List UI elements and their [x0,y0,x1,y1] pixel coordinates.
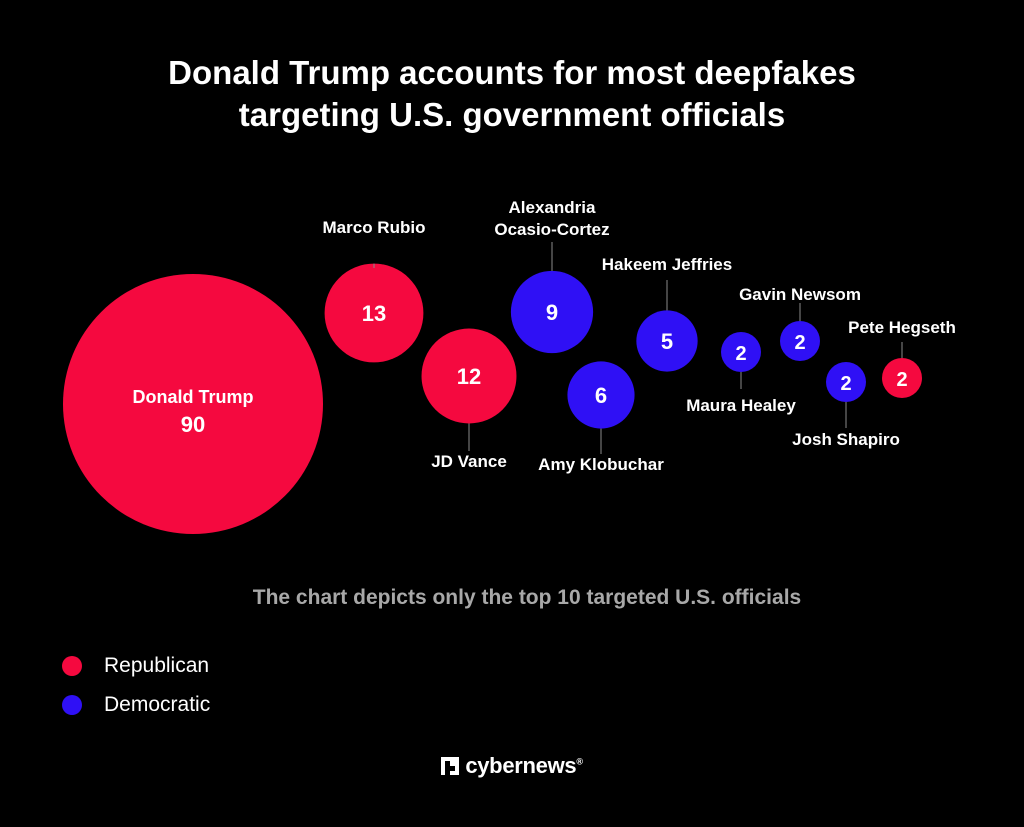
bubble-name-label-jd-vance: JD Vance [431,452,507,471]
bubble-value-label-donald-trump: 90 [181,412,205,437]
bubble-circle-maura-healey [721,332,761,372]
bubble-value-label-marco-rubio: 13 [362,301,386,326]
bubble-name-label-alexandria-ocasio-cortez: Alexandria Ocasio-Cortez [494,198,609,239]
legend-swatch-republican [62,655,82,676]
chart-title: Donald Trump accounts for most deepfakes… [0,52,1024,136]
brand-footer: cybernews® [0,753,1024,779]
legend-label-republican: Republican [104,653,210,677]
chart-title-line-2: targeting U.S. government officials [238,96,786,133]
brand-name-text: cybernews [465,753,577,778]
bubble-jd-vance: 12 JD Vance [421,328,517,471]
chart-title-line-1: Donald Trump accounts for most deepfakes [168,54,856,91]
bubble-circle-jd-vance [421,328,517,424]
bubble-value-label-maura-healey: 2 [735,343,746,365]
bubble-name-label-hakeem-jeffries: Hakeem Jeffries [602,255,732,274]
bubble-maura-healey: 2 Maura Healey [686,332,796,415]
bubble-name-label-donald-trump: Donald Trump [133,387,254,407]
bubble-circle-alexandria-ocasio-cortez [510,270,594,354]
legend-item-republican: Republican [62,646,210,685]
bubble-gavin-newsom: 2 Gavin Newsom [739,285,861,361]
bubble-name-label-gavin-newsom: Gavin Newsom [739,285,861,304]
bubble-value-label-gavin-newsom: 2 [794,332,805,354]
cybernews-logo-icon [441,757,460,775]
bubble-name-label-josh-shapiro: Josh Shapiro [792,430,900,449]
bubble-name-line-alexandria-ocasio-cortez-0: Alexandria [509,198,596,217]
bubble-name-label-marco-rubio: Marco Rubio [323,218,426,237]
bubble-circle-gavin-newsom [780,321,820,361]
bubble-pete-hegseth: 2 Pete Hegseth [848,318,956,398]
bubble-josh-shapiro: 2 Josh Shapiro [792,362,900,449]
bubble-value-label-pete-hegseth: 2 [896,369,907,391]
bubble-value-label-hakeem-jeffries: 5 [661,329,673,354]
bubble-donald-trump: Donald Trump 90 [63,274,323,534]
brand-name: cybernews® [465,753,583,779]
bubble-circle-donald-trump [63,274,323,534]
bubble-circle-pete-hegseth [882,358,922,398]
brand-registered-mark: ® [576,756,583,767]
legend-label-democratic: Democratic [104,692,211,716]
bubble-value-label-jd-vance: 12 [457,364,481,389]
bubble-name-line-alexandria-ocasio-cortez-1: Ocasio-Cortez [494,220,609,239]
bubble-circle-marco-rubio [324,263,424,363]
bubble-alexandria-ocasio-cortez: 9 Alexandria Ocasio-Cortez [494,198,610,354]
legend-item-democratic: Democratic [62,685,210,724]
bubble-circle-josh-shapiro [826,362,866,402]
bubble-circle-amy-klobuchar [567,361,635,429]
legend: Republican Democratic [62,646,210,724]
bubble-value-label-josh-shapiro: 2 [840,373,851,395]
bubble-marco-rubio: 13 Marco Rubio [323,218,426,363]
bubble-name-label-amy-klobuchar: Amy Klobuchar [538,455,664,474]
bubble-circle-hakeem-jeffries [636,310,698,372]
bubble-hakeem-jeffries: 5 Hakeem Jeffries [602,255,732,372]
legend-swatch-democratic [62,694,82,715]
chart-footnote: The chart depicts only the top 10 target… [252,586,802,609]
bubble-value-label-amy-klobuchar: 6 [595,383,607,408]
bubble-value-label-alexandria-ocasio-cortez: 9 [546,300,558,325]
bubble-name-label-maura-healey: Maura Healey [686,396,796,415]
bubble-chart: Donald Trump 90 13 Marco Rubio 12 JD Vance 9 Al… [63,198,956,534]
bubble-amy-klobuchar: 6 Amy Klobuchar [538,361,664,474]
bubble-name-label-pete-hegseth: Pete Hegseth [848,318,956,337]
